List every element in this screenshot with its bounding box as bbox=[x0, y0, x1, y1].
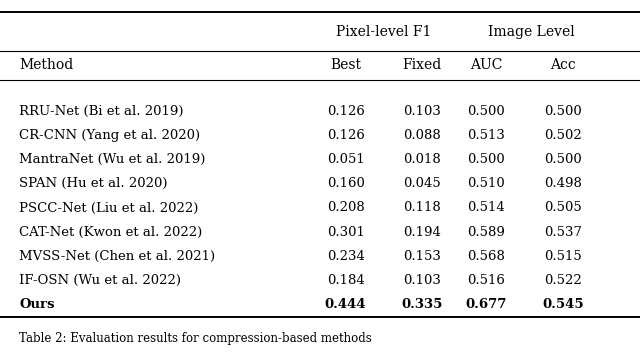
Text: Ours: Ours bbox=[19, 298, 54, 311]
Text: 0.677: 0.677 bbox=[466, 298, 507, 311]
Text: 0.500: 0.500 bbox=[545, 153, 582, 166]
Text: 0.118: 0.118 bbox=[404, 201, 441, 215]
Text: Acc: Acc bbox=[550, 58, 576, 73]
Text: 0.103: 0.103 bbox=[403, 274, 442, 287]
Text: 0.194: 0.194 bbox=[403, 225, 442, 239]
Text: 0.515: 0.515 bbox=[545, 250, 582, 263]
Text: MantraNet (Wu et al. 2019): MantraNet (Wu et al. 2019) bbox=[19, 153, 205, 166]
Text: 0.498: 0.498 bbox=[544, 177, 582, 190]
Text: RRU-Net (Bi et al. 2019): RRU-Net (Bi et al. 2019) bbox=[19, 105, 184, 118]
Text: 0.153: 0.153 bbox=[403, 250, 442, 263]
Text: 0.500: 0.500 bbox=[468, 105, 505, 118]
Text: 0.184: 0.184 bbox=[327, 274, 364, 287]
Text: 0.510: 0.510 bbox=[468, 177, 505, 190]
Text: MVSS-Net (Chen et al. 2021): MVSS-Net (Chen et al. 2021) bbox=[19, 250, 215, 263]
Text: 0.502: 0.502 bbox=[545, 129, 582, 142]
Text: 0.505: 0.505 bbox=[545, 201, 582, 215]
Text: CR-CNN (Yang et al. 2020): CR-CNN (Yang et al. 2020) bbox=[19, 129, 200, 142]
Text: 0.537: 0.537 bbox=[544, 225, 582, 239]
Text: 0.335: 0.335 bbox=[402, 298, 443, 311]
Text: 0.234: 0.234 bbox=[326, 250, 365, 263]
Text: 0.088: 0.088 bbox=[404, 129, 441, 142]
Text: Image Level: Image Level bbox=[488, 25, 575, 39]
Text: CAT-Net (Kwon et al. 2022): CAT-Net (Kwon et al. 2022) bbox=[19, 225, 202, 239]
Text: 0.500: 0.500 bbox=[545, 105, 582, 118]
Text: 0.160: 0.160 bbox=[326, 177, 365, 190]
Text: 0.568: 0.568 bbox=[467, 250, 506, 263]
Text: IF-OSN (Wu et al. 2022): IF-OSN (Wu et al. 2022) bbox=[19, 274, 181, 287]
Text: 0.301: 0.301 bbox=[326, 225, 365, 239]
Text: Pixel-level F1: Pixel-level F1 bbox=[336, 25, 432, 39]
Text: 0.589: 0.589 bbox=[467, 225, 506, 239]
Text: AUC: AUC bbox=[470, 58, 502, 73]
Text: 0.051: 0.051 bbox=[327, 153, 364, 166]
Text: 0.500: 0.500 bbox=[468, 153, 505, 166]
Text: 0.126: 0.126 bbox=[326, 105, 365, 118]
Text: 0.513: 0.513 bbox=[467, 129, 506, 142]
Text: 0.103: 0.103 bbox=[403, 105, 442, 118]
Text: 0.126: 0.126 bbox=[326, 129, 365, 142]
Text: Best: Best bbox=[330, 58, 361, 73]
Text: SPAN (Hu et al. 2020): SPAN (Hu et al. 2020) bbox=[19, 177, 168, 190]
Text: 0.545: 0.545 bbox=[542, 298, 584, 311]
Text: 0.018: 0.018 bbox=[404, 153, 441, 166]
Text: 0.516: 0.516 bbox=[467, 274, 506, 287]
Text: Method: Method bbox=[19, 58, 74, 73]
Text: PSCC-Net (Liu et al. 2022): PSCC-Net (Liu et al. 2022) bbox=[19, 201, 198, 215]
Text: Table 2: Evaluation results for compression-based methods: Table 2: Evaluation results for compress… bbox=[19, 332, 372, 344]
Text: 0.514: 0.514 bbox=[468, 201, 505, 215]
Text: 0.522: 0.522 bbox=[545, 274, 582, 287]
Text: 0.444: 0.444 bbox=[324, 298, 367, 311]
Text: 0.045: 0.045 bbox=[404, 177, 441, 190]
Text: 0.208: 0.208 bbox=[327, 201, 364, 215]
Text: Fixed: Fixed bbox=[403, 58, 442, 73]
